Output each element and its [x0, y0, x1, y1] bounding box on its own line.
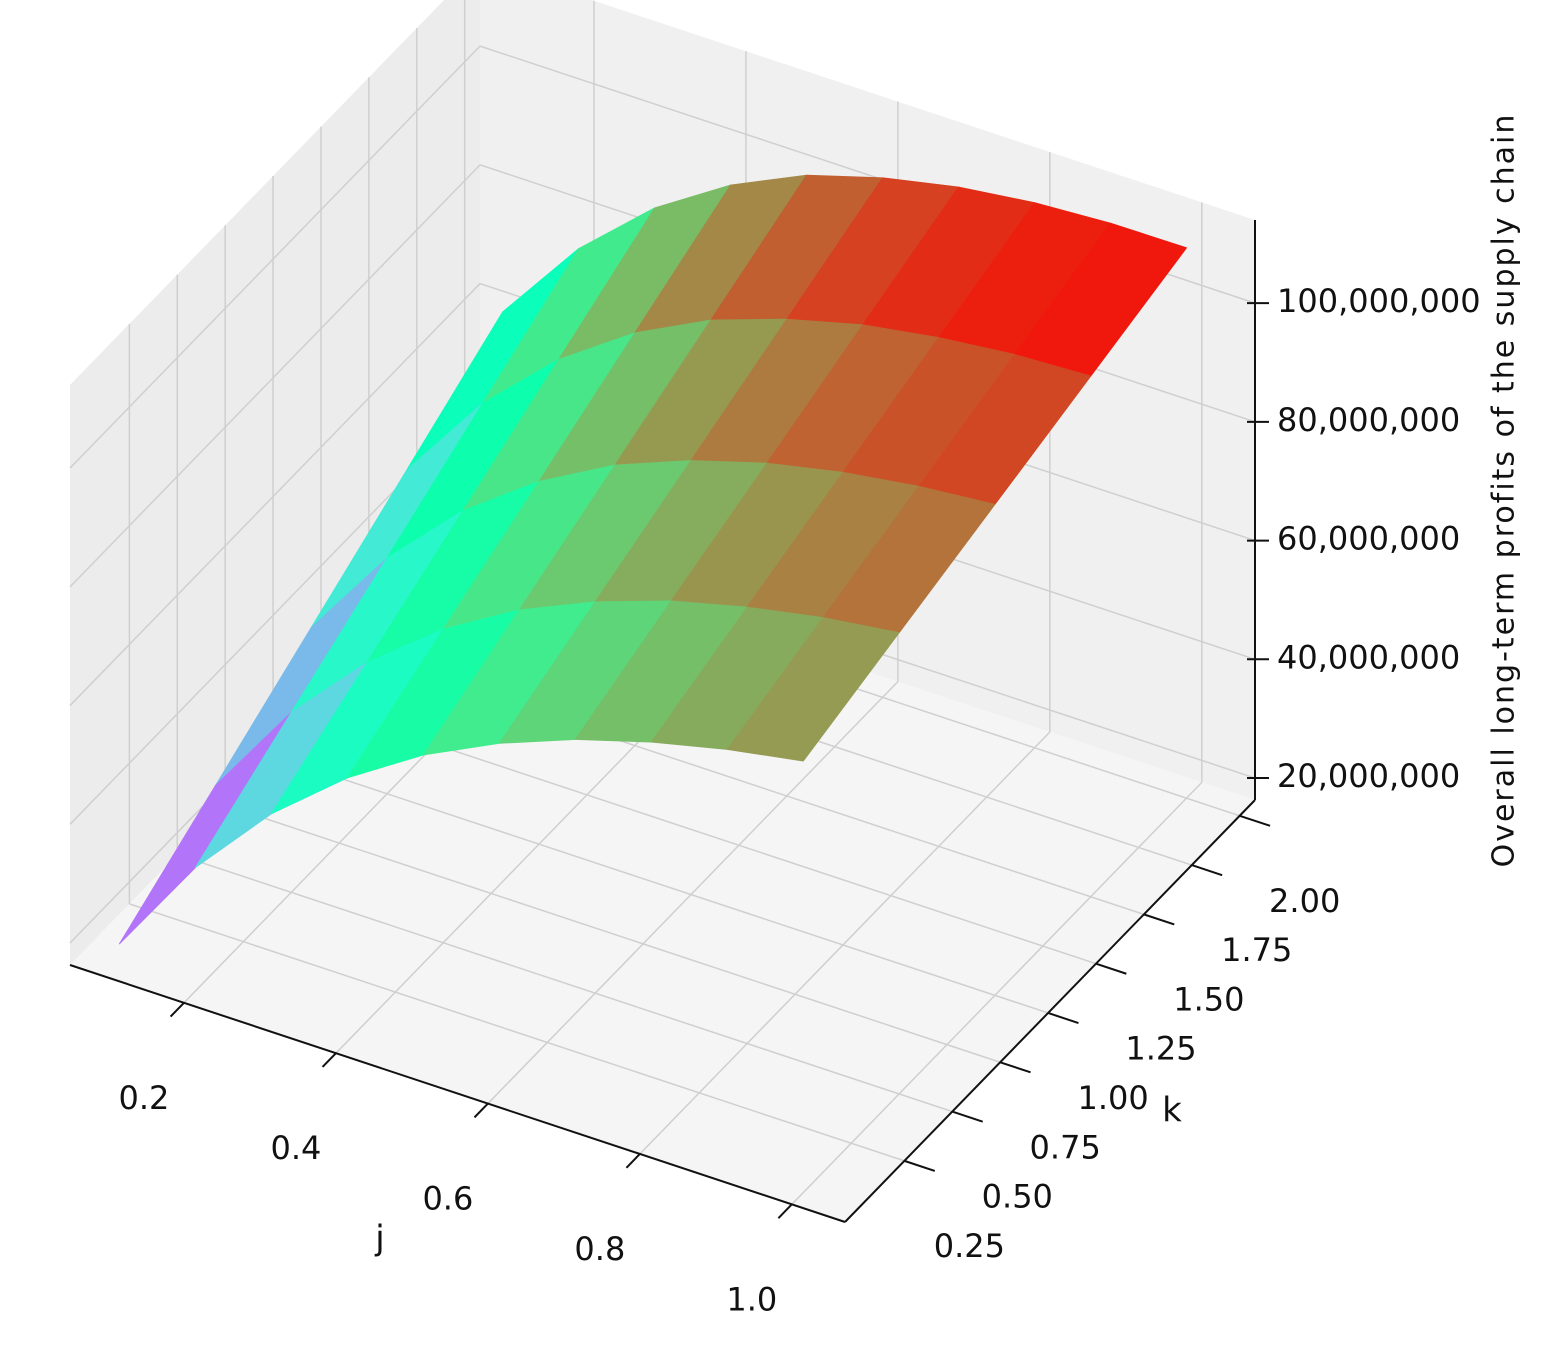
y-tick [1047, 1012, 1079, 1024]
y-axis-label: k [1162, 1091, 1182, 1131]
y-tick [1143, 913, 1175, 926]
left-pane [70, 0, 480, 965]
y-tick [1239, 814, 1271, 827]
y-tick-label: 1.50 [1173, 980, 1244, 1018]
z-tick-label: 20,000,000 [1277, 757, 1460, 795]
z-axis-label: Overall long-term profits of the supply … [1487, 113, 1522, 868]
y-tick-label: 1.25 [1125, 1030, 1196, 1068]
x-tick-label: 0.4 [270, 1129, 321, 1167]
y-tick [1191, 864, 1223, 877]
y-tick [904, 1159, 936, 1172]
x-axis-label: j [374, 1219, 384, 1259]
x-tick [625, 1153, 641, 1169]
y-tick [951, 1110, 983, 1123]
x-tick-label: 0.2 [119, 1079, 170, 1117]
x-tick-label: 0.6 [422, 1180, 473, 1218]
y-tick [1095, 962, 1127, 975]
y-axis [844, 799, 1256, 1223]
grid-line [69, 283, 481, 707]
z-tick-label: 60,000,000 [1277, 520, 1460, 558]
grid-line [272, 755, 1049, 1014]
x-tick [169, 1002, 185, 1018]
z-tick-label: 100,000,000 [1277, 282, 1481, 320]
y-tick-label: 1.75 [1221, 931, 1292, 969]
x-tick-label: 0.8 [574, 1230, 625, 1268]
grid-line [791, 781, 1203, 1205]
z-tick-label: 80,000,000 [1277, 401, 1460, 439]
grid-line [69, 164, 481, 588]
y-tick-label: 2.00 [1269, 882, 1340, 920]
grid-line [177, 853, 953, 1113]
surface [118, 174, 1187, 945]
grid-line [69, 45, 481, 469]
grid-line [639, 731, 1051, 1155]
y-tick-label: 0.25 [934, 1227, 1005, 1265]
x-axis [69, 964, 846, 1223]
x-tick [473, 1102, 489, 1119]
x-tick-label: 1.0 [726, 1280, 777, 1318]
surface-patch [726, 617, 900, 762]
grid-line [487, 681, 899, 1105]
z-tick-label: 40,000,000 [1277, 638, 1460, 676]
grid-line [129, 903, 905, 1162]
grid-line [224, 804, 1001, 1063]
y-tick-label: 1.00 [1077, 1079, 1148, 1117]
y-tick [999, 1061, 1031, 1074]
x-tick [321, 1052, 337, 1068]
y-tick-label: 0.75 [1030, 1128, 1101, 1166]
axes: 0.2 0.4 0.6 0.8 1.0 0.25 0.50 0.75 1.00 1.25 1.50 1… [69, 220, 1481, 1318]
y-tick-label: 0.50 [982, 1178, 1053, 1216]
x-tick [777, 1203, 793, 1219]
